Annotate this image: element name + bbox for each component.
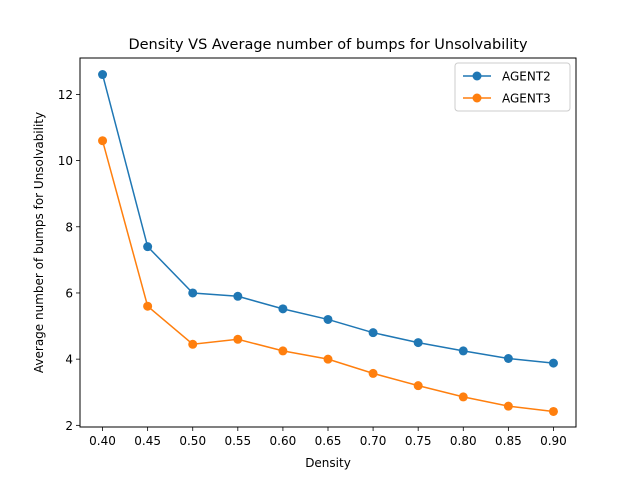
y-tick-label: 6: [65, 286, 73, 300]
x-tick-label: 0.75: [405, 434, 432, 448]
data-point-agent3: [413, 381, 423, 391]
x-tick-label: 0.70: [360, 434, 387, 448]
series-line-agent3: [101, 140, 554, 413]
data-point-agent3: [278, 346, 288, 356]
data-point-agent3: [503, 401, 513, 411]
data-point-agent3: [143, 301, 153, 311]
data-point-agent2: [368, 328, 378, 338]
plot-area: [79, 57, 577, 428]
y-tick-label: 12: [58, 88, 73, 102]
x-tick-label: 0.85: [495, 434, 522, 448]
x-tick-label: 0.90: [540, 434, 567, 448]
legend-marker-agent2: [472, 71, 482, 81]
series-layer: [98, 70, 558, 416]
data-point-agent3: [368, 368, 378, 378]
x-tick-label: 0.50: [179, 434, 206, 448]
data-point-agent2: [548, 358, 558, 368]
x-tick-label: 0.40: [89, 434, 116, 448]
x-tick-label: 0.65: [315, 434, 342, 448]
legend-label-agent3: AGENT3: [502, 92, 551, 106]
chart-title: Density VS Average number of bumps for U…: [128, 37, 528, 53]
legend: AGENT2 AGENT3: [454, 62, 571, 112]
data-point-agent2: [278, 304, 288, 314]
data-point-agent2: [503, 353, 513, 363]
data-point-agent2: [323, 314, 333, 324]
legend-item-agent2: AGENT2: [463, 70, 551, 84]
legend-marker-agent3: [472, 93, 482, 103]
data-point-agent3: [98, 136, 108, 146]
legend-item-agent3: AGENT3: [463, 92, 551, 106]
data-point-agent2: [413, 338, 423, 348]
x-tick-label: 0.55: [224, 434, 251, 448]
x-axis: 0.40 0.45 0.50 0.55 0.60 0.65 0.70 0.75 0.80 0.85…: [89, 427, 567, 448]
y-tick-label: 10: [58, 154, 73, 168]
data-point-agent3: [188, 339, 198, 349]
data-point-agent2: [143, 242, 153, 252]
legend-box: [454, 62, 571, 112]
data-point-agent2: [233, 291, 243, 301]
y-tick-label: 4: [65, 353, 73, 367]
x-axis-label: Density: [305, 456, 351, 470]
data-point-agent3: [458, 392, 468, 402]
plot-frame: [79, 57, 577, 428]
data-point-agent2: [188, 288, 198, 298]
legend-label-agent2: AGENT2: [502, 70, 551, 84]
y-axis-label: Average number of bumps for Unsolvabilit…: [32, 112, 46, 373]
y-tick-label: 2: [65, 419, 73, 433]
x-tick-label: 0.60: [270, 434, 297, 448]
data-point-agent2: [458, 346, 468, 356]
y-axis: 2 4 6 8 10 12: [58, 88, 80, 433]
x-tick-label: 0.45: [134, 434, 161, 448]
y-tick-label: 8: [65, 220, 73, 234]
data-point-agent2: [98, 70, 108, 80]
data-point-agent3: [548, 406, 558, 416]
data-point-agent3: [323, 354, 333, 364]
x-tick-label: 0.80: [450, 434, 477, 448]
data-point-agent3: [233, 334, 243, 344]
